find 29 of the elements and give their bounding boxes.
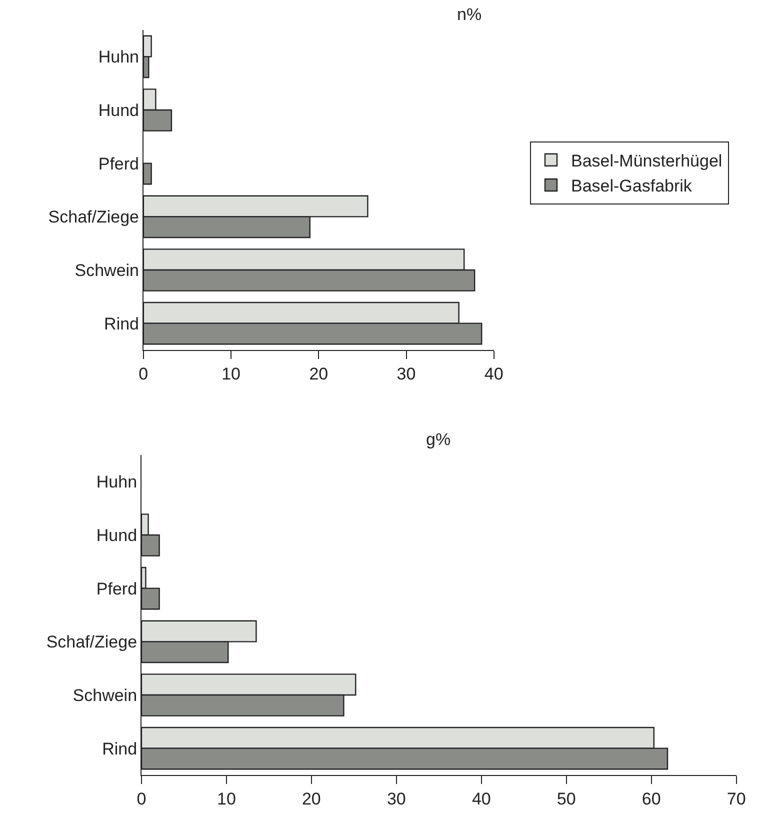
- y-tick-label: Pferd: [96, 579, 138, 598]
- legend-label: Basel-Münsterhügel: [571, 152, 722, 171]
- y-tick-label: Huhn: [96, 472, 138, 492]
- x-tick-label: 10: [216, 789, 236, 808]
- chart-title: n%: [457, 5, 482, 24]
- y-tick-label: Rind: [102, 739, 138, 758]
- x-tick-label: 20: [309, 364, 328, 384]
- y-tick-label: Schwein: [74, 260, 140, 280]
- x-tick-label: 10: [222, 364, 240, 384]
- chart-title: g%: [426, 430, 451, 449]
- x-tick-label: 40: [484, 364, 504, 384]
- legend-label: Basel-Gasfabrik: [571, 176, 692, 196]
- y-tick-label: Pferd: [98, 154, 140, 174]
- x-tick-label: 50: [556, 789, 576, 808]
- x-tick-label: 20: [302, 789, 321, 808]
- y-tick-label: Huhn: [98, 48, 140, 67]
- y-tick-label: Schaf/Ziege: [48, 208, 140, 227]
- x-tick-label: 70: [726, 789, 746, 808]
- x-tick-label: 30: [386, 789, 406, 808]
- x-tick-label: 0: [136, 789, 146, 808]
- y-tick-label: Hund: [98, 100, 140, 120]
- x-tick-label: 0: [138, 364, 148, 384]
- x-tick-label: 30: [396, 364, 416, 384]
- y-tick-label: Hund: [96, 526, 138, 545]
- y-tick-label: Rind: [104, 314, 140, 334]
- x-tick-label: 60: [642, 789, 661, 808]
- x-tick-label: 40: [472, 789, 491, 808]
- y-tick-label: Schwein: [72, 686, 138, 705]
- y-tick-label: Schaf/Ziege: [46, 632, 138, 652]
